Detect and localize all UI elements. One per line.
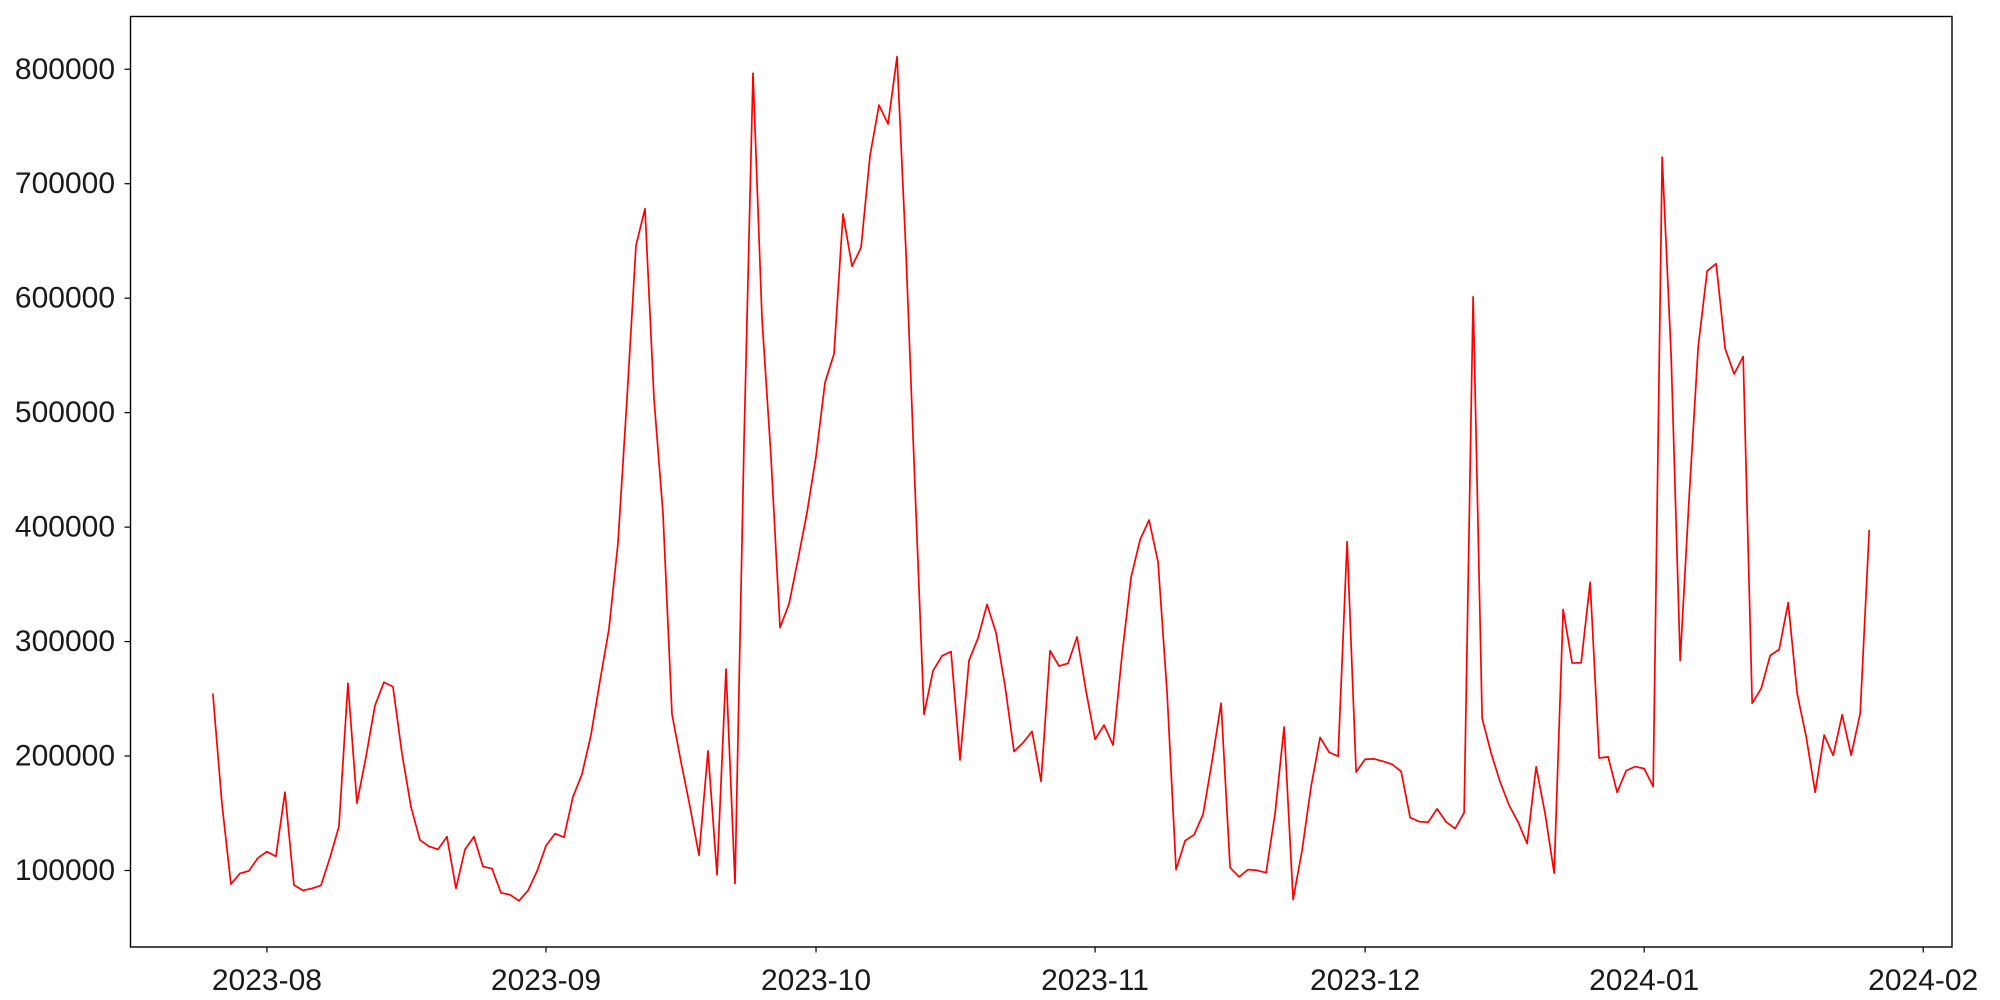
svg-text:2023-11: 2023-11	[1041, 964, 1149, 997]
svg-text:600000: 600000	[15, 282, 115, 315]
svg-text:2023-12: 2023-12	[1310, 964, 1420, 997]
svg-text:200000: 200000	[15, 740, 115, 773]
svg-text:700000: 700000	[15, 167, 115, 200]
svg-text:500000: 500000	[15, 396, 115, 429]
svg-text:400000: 400000	[15, 511, 115, 544]
svg-text:100000: 100000	[15, 854, 115, 887]
svg-text:2023-09: 2023-09	[491, 964, 601, 997]
svg-text:2023-10: 2023-10	[761, 964, 871, 997]
svg-text:800000: 800000	[15, 53, 115, 86]
svg-text:300000: 300000	[15, 625, 115, 658]
svg-text:2023-08: 2023-08	[212, 964, 322, 997]
svg-text:2024-01: 2024-01	[1589, 964, 1699, 997]
svg-text:2024-02: 2024-02	[1868, 964, 1978, 997]
